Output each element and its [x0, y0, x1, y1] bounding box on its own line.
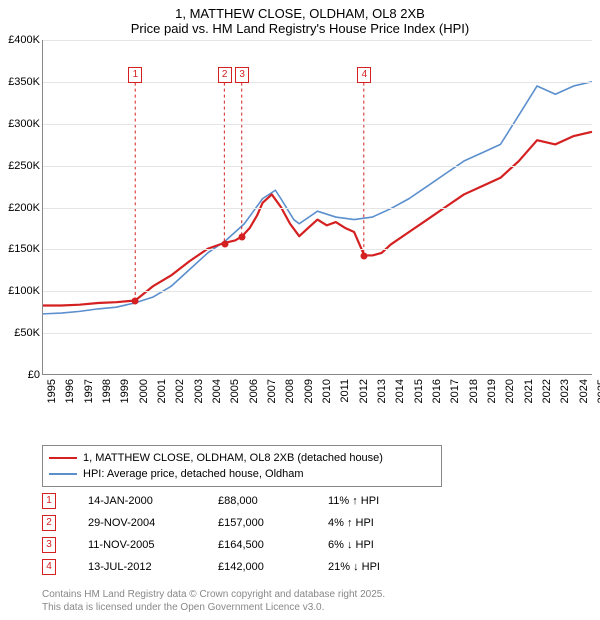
legend-label: 1, MATTHEW CLOSE, OLDHAM, OL8 2XB (detac… [83, 450, 383, 466]
chart-title: 1, MATTHEW CLOSE, OLDHAM, OL8 2XB Price … [0, 0, 600, 36]
sale-marker-3: 3 [235, 67, 249, 83]
series-price_paid [43, 132, 592, 306]
gridline [43, 249, 592, 250]
sale-point [239, 234, 246, 241]
footer-line-1: Contains HM Land Registry data © Crown c… [42, 588, 385, 601]
event-marker: 4 [42, 559, 56, 575]
event-row: 4 13-JUL-2012£142,00021% ↓ HPI [42, 556, 542, 578]
legend-item: HPI: Average price, detached house, Oldh… [49, 466, 435, 482]
event-row: 3 11-NOV-2005£164,5006% ↓ HPI [42, 534, 542, 556]
sale-point [132, 298, 139, 305]
gridline [43, 208, 592, 209]
gridline [43, 124, 592, 125]
y-axis-label: £250K [0, 160, 40, 172]
footer-attribution: Contains HM Land Registry data © Crown c… [42, 588, 385, 614]
event-delta: 6% ↓ HPI [328, 539, 448, 551]
gridline [43, 166, 592, 167]
event-row: 1 14-JAN-2000£88,00011% ↑ HPI [42, 490, 542, 512]
y-axis-label: £150K [0, 243, 40, 255]
title-line-2: Price paid vs. HM Land Registry's House … [0, 21, 600, 36]
y-axis-label: £50K [0, 327, 40, 339]
y-axis-label: £100K [0, 285, 40, 297]
event-delta: 4% ↑ HPI [328, 517, 448, 529]
sale-point [221, 240, 228, 247]
legend-swatch [49, 473, 77, 475]
event-marker: 1 [42, 493, 56, 509]
event-date: 11-NOV-2005 [88, 539, 218, 551]
event-date: 13-JUL-2012 [88, 561, 218, 573]
sale-marker-1: 1 [128, 67, 142, 83]
event-date: 14-JAN-2000 [88, 495, 218, 507]
event-marker: 2 [42, 515, 56, 531]
event-price: £142,000 [218, 561, 328, 573]
y-axis-label: £400K [0, 34, 40, 46]
event-date: 29-NOV-2004 [88, 517, 218, 529]
event-price: £157,000 [218, 517, 328, 529]
legend-item: 1, MATTHEW CLOSE, OLDHAM, OL8 2XB (detac… [49, 450, 435, 466]
y-axis-label: £300K [0, 118, 40, 130]
series-hpi [43, 82, 592, 314]
y-axis-label: £0 [0, 369, 40, 381]
legend: 1, MATTHEW CLOSE, OLDHAM, OL8 2XB (detac… [42, 445, 442, 487]
event-delta: 11% ↑ HPI [328, 495, 448, 507]
sale-marker-4: 4 [357, 67, 371, 83]
event-price: £88,000 [218, 495, 328, 507]
footer-line-2: This data is licensed under the Open Gov… [42, 601, 385, 614]
title-line-1: 1, MATTHEW CLOSE, OLDHAM, OL8 2XB [0, 6, 600, 21]
plot-area: 1995199619971998199920002001200220032004… [42, 40, 592, 375]
chart-container: 1995199619971998199920002001200220032004… [0, 40, 600, 410]
y-axis-label: £200K [0, 202, 40, 214]
gridline [43, 333, 592, 334]
event-price: £164,500 [218, 539, 328, 551]
sale-point [361, 253, 368, 260]
event-marker: 3 [42, 537, 56, 553]
legend-swatch [49, 457, 77, 459]
sale-marker-2: 2 [218, 67, 232, 83]
gridline [43, 82, 592, 83]
gridline [43, 291, 592, 292]
gridline [43, 40, 592, 41]
y-axis-label: £350K [0, 76, 40, 88]
event-row: 2 29-NOV-2004£157,0004% ↑ HPI [42, 512, 542, 534]
event-delta: 21% ↓ HPI [328, 561, 448, 573]
sales-events-table: 1 14-JAN-2000£88,00011% ↑ HPI 2 29-NOV-2004… [42, 490, 542, 578]
legend-label: HPI: Average price, detached house, Oldh… [83, 466, 304, 482]
